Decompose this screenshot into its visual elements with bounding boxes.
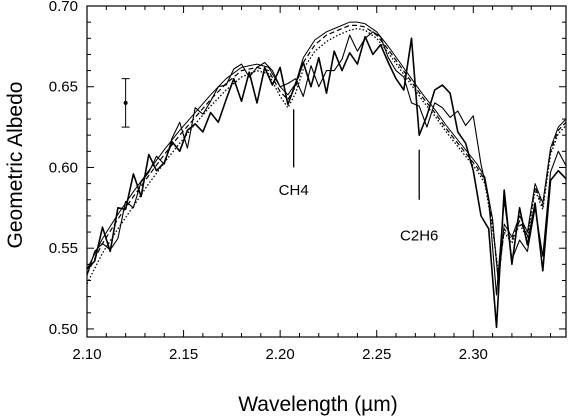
x-tick-label: 2.20 xyxy=(266,346,295,363)
axes: 2.10 2.15 2.20 2.25 2.30 0.50 0.55 0.60 0.65 0.70 xyxy=(49,0,567,363)
series-line-model-solid xyxy=(86,21,567,285)
y-axis-title: Geometric Albedo xyxy=(4,82,27,249)
y-tick-label: 0.50 xyxy=(49,321,78,338)
x-tick-label: 2.15 xyxy=(169,346,198,363)
plot-frame xyxy=(86,5,567,338)
series-line-model-dotted xyxy=(86,27,567,284)
y-tick-label: 0.55 xyxy=(49,240,78,257)
x-tick-label: 2.30 xyxy=(459,346,488,363)
y-tick-label: 0.65 xyxy=(49,79,78,96)
x-axis-title: Wavelength (µm) xyxy=(238,393,398,416)
annotation-label: CH4 xyxy=(279,182,309,199)
y-tick-label: 0.70 xyxy=(49,0,78,15)
series-line-solid-thick xyxy=(86,35,567,329)
series-line-solid-thin xyxy=(86,31,567,296)
y-tick-label: 0.60 xyxy=(49,159,78,176)
x-tick-label: 2.10 xyxy=(72,346,101,363)
x-tick-label: 2.25 xyxy=(362,346,391,363)
series-layer xyxy=(86,21,567,329)
annotation-layer: CH4 C2H6 xyxy=(121,78,438,244)
annotation-label: C2H6 xyxy=(400,227,438,244)
series-line-model-dashed xyxy=(86,24,567,282)
error-bar-point xyxy=(123,100,128,105)
